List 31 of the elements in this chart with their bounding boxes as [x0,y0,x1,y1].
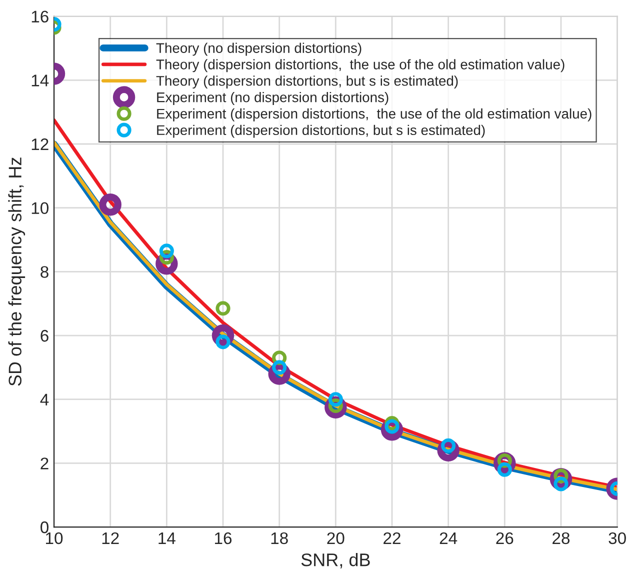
x-tick-label: 26 [496,532,514,544]
y-tick-label: 16 [32,10,48,23]
x-tick-label: 28 [552,532,570,544]
y-tick-label: 10 [32,202,48,214]
legend-label: Theory (no dispersion distortions) [156,42,362,56]
legend-label: Experiment (dispersion distortions, the use of the old estimation value) [157,108,592,122]
legend-label: Experiment (no dispersion distortions) [157,92,388,105]
x-tick-label: 22 [384,532,400,544]
point [159,244,174,258]
point [328,392,343,407]
legend-label: Experiment (dispersion distortions, but s is estimated) [157,124,485,138]
y-tick-label: 0 [40,521,48,534]
y-tick-label: 12 [32,138,48,150]
x-tick-label: 30 [608,532,626,544]
y-axis-title: SD of the frequency shift, Hz [8,158,26,386]
x-tick-label: 16 [215,532,232,544]
y-tick-label: 14 [32,74,49,86]
y-tick-label: 6 [40,330,48,342]
y-tick-label: 8 [40,266,48,278]
x-tick-label: 18 [271,532,288,544]
x-tick-label: 20 [327,532,344,544]
x-tick-label: 24 [440,532,458,544]
legend-label: Theory (dispersion distortions, the use of the old estimation value) [156,59,564,72]
y-tick-label: 4 [40,394,49,406]
x-tick-label: 14 [158,532,176,544]
x-tick-label: 12 [102,532,119,544]
x-axis-title: SNR, dB [301,552,370,568]
point [216,301,230,316]
legend-label: Theory (dispersion distortions, but s is estimated) [156,76,458,89]
point [99,194,122,216]
y-tick-label: 2 [40,458,48,470]
